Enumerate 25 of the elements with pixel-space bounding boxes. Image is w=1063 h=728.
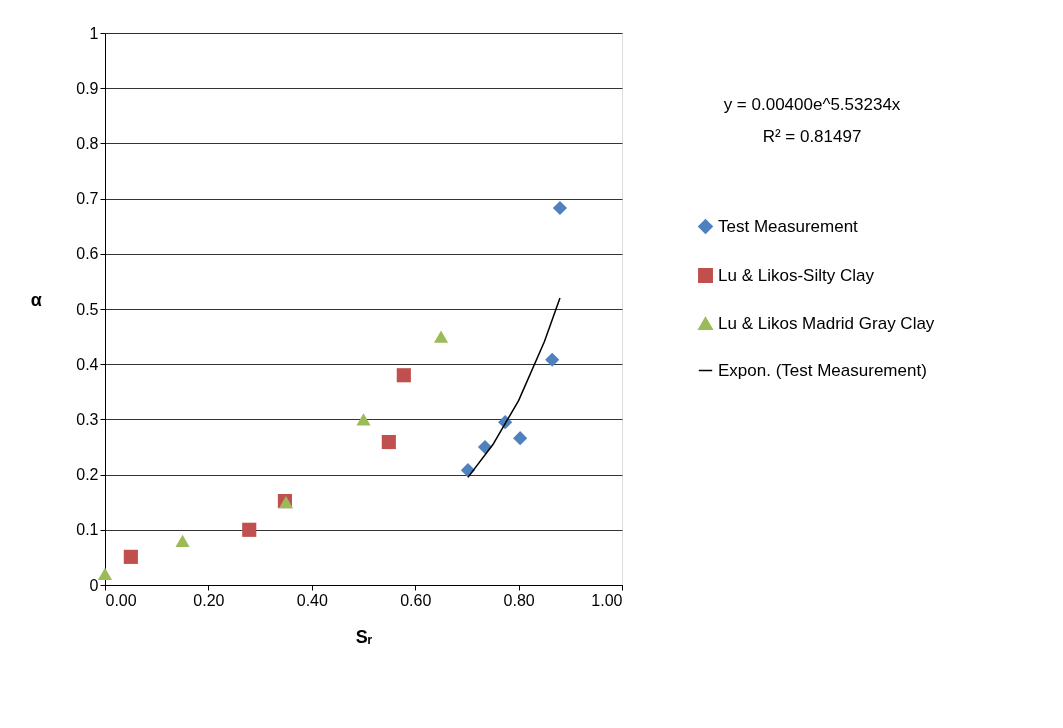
y-tick-label: 0.6 — [76, 245, 99, 263]
x-tick-label: 0.80 — [503, 591, 535, 609]
y-tick-label: 0.4 — [76, 355, 99, 373]
y-tick-label: 0.1 — [76, 521, 99, 539]
text: R² = 0.81497 — [762, 127, 862, 146]
x-tick-label: 1.00 — [591, 591, 623, 609]
y-tick-label: 1 — [89, 24, 99, 42]
x-tick-label: 0.20 — [193, 591, 225, 609]
y-tick-label: 0.7 — [76, 190, 99, 208]
x-tick-label: 0.40 — [296, 591, 328, 609]
y-tick-label: 0.5 — [76, 300, 99, 318]
legend-label: Lu & Likos Madrid Gray Clay — [718, 313, 935, 333]
x-axis-title: Sᵣ — [355, 626, 373, 647]
y-axis-title: α — [30, 289, 42, 310]
y-tick-label: 0.2 — [76, 466, 99, 484]
legend-label: Expon. (Test Measurement) — [718, 360, 927, 380]
x-tick-label: 0.60 — [400, 591, 432, 609]
y-tick-label: 0.8 — [76, 134, 99, 152]
legend-label: Lu & Likos-Silty Clay — [718, 265, 875, 285]
legend-label: Test Measurement — [718, 216, 859, 236]
x-tick-label: 0.00 — [105, 591, 137, 609]
y-tick-label: 0.3 — [76, 410, 99, 428]
text: y = 0.00400e^5.53234x — [723, 95, 901, 114]
y-tick-label: 0.9 — [76, 79, 99, 97]
y-tick-label: 0 — [89, 576, 99, 594]
